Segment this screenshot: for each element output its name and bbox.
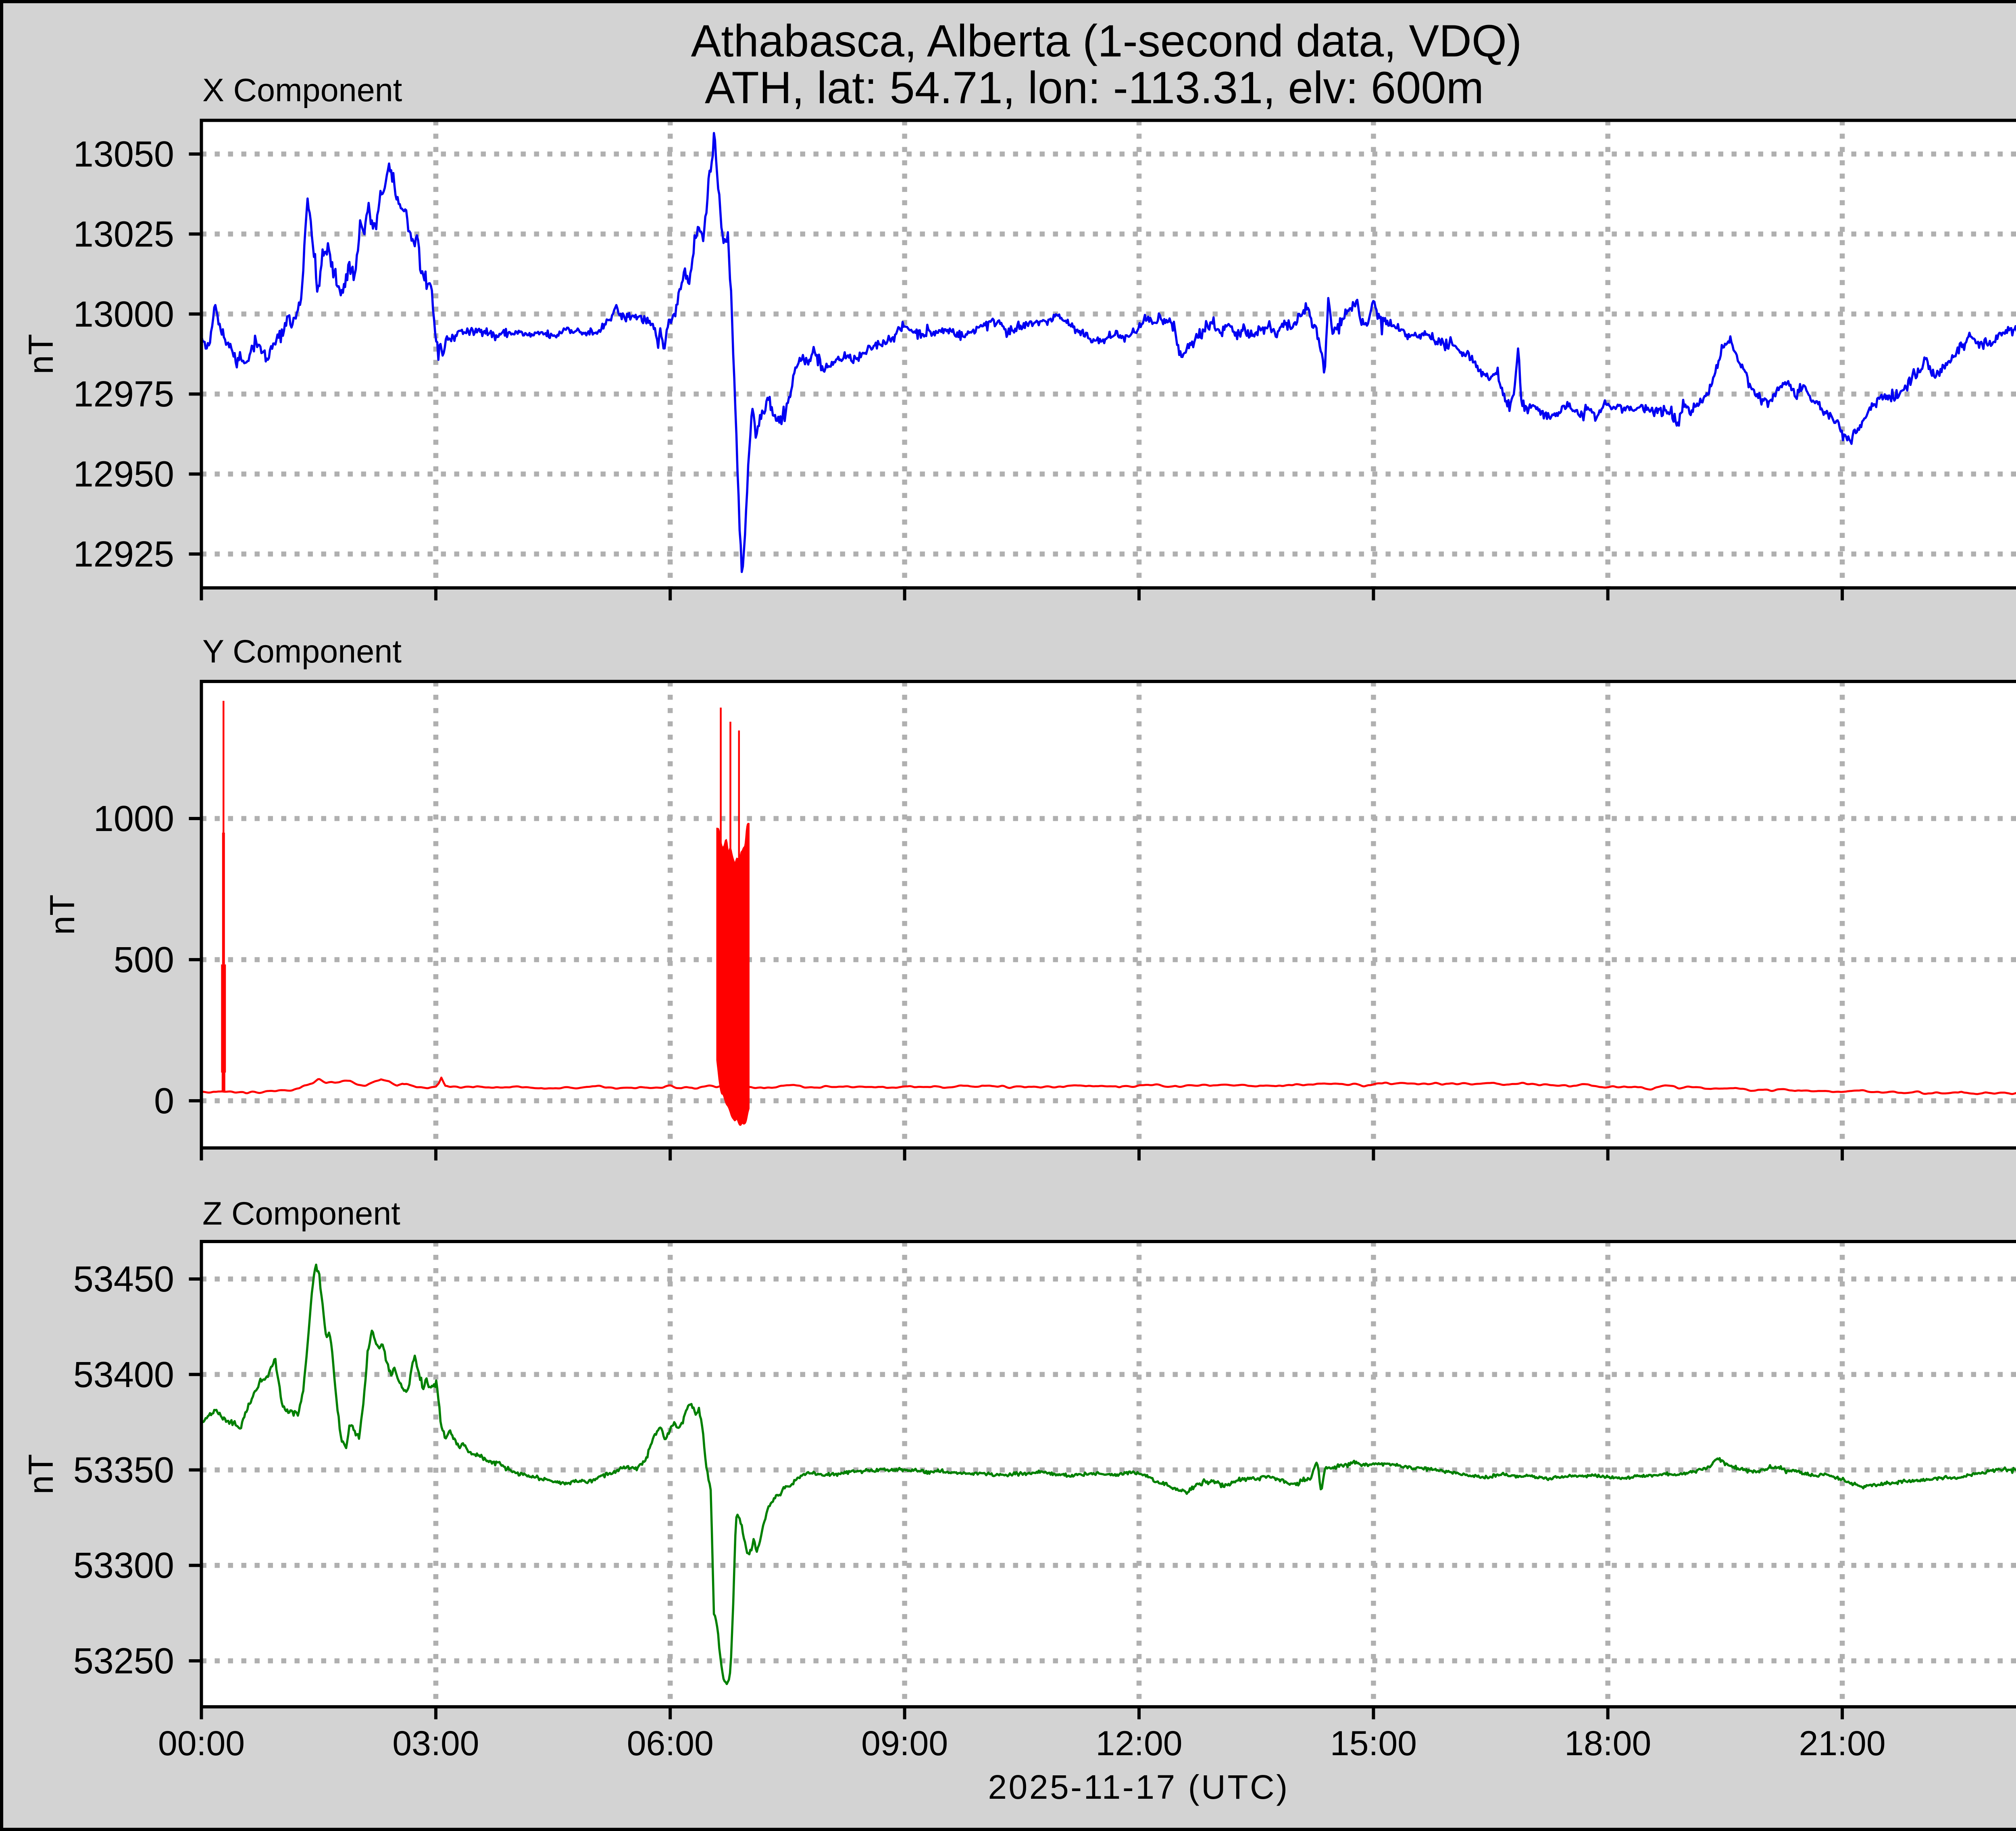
svg-text:nT: nT: [43, 894, 82, 935]
svg-text:03:00: 03:00: [392, 1724, 479, 1763]
svg-text:13050: 13050: [73, 134, 174, 175]
svg-text:09:00: 09:00: [861, 1724, 948, 1763]
svg-text:53450: 53450: [73, 1259, 174, 1300]
svg-text:13025: 13025: [73, 214, 174, 254]
svg-text:15:00: 15:00: [1330, 1724, 1417, 1763]
svg-text:nT: nT: [22, 1454, 60, 1494]
svg-text:X Component: X Component: [202, 72, 402, 108]
svg-text:06:00: 06:00: [627, 1724, 714, 1763]
svg-text:nT: nT: [22, 334, 60, 374]
svg-text:00:00: 00:00: [158, 1724, 245, 1763]
svg-text:53250: 53250: [73, 1641, 174, 1681]
svg-text:0: 0: [154, 1081, 174, 1121]
svg-text:21:00: 21:00: [1799, 1724, 1885, 1763]
svg-text:12975: 12975: [73, 374, 174, 415]
svg-text:Z Component: Z Component: [202, 1196, 400, 1232]
svg-text:Athabasca, Alberta (1-second d: Athabasca, Alberta (1-second data, VDQ): [691, 16, 1522, 66]
svg-text:13000: 13000: [73, 294, 174, 335]
svg-text:12:00: 12:00: [1095, 1724, 1182, 1763]
svg-text:1000: 1000: [94, 799, 174, 839]
svg-text:500: 500: [114, 940, 174, 980]
svg-text:12950: 12950: [73, 454, 174, 495]
svg-text:18:00: 18:00: [1564, 1724, 1651, 1763]
svg-text:ATH, lat: 54.71, lon: -113.31,: ATH, lat: 54.71, lon: -113.31, elv: 600m: [705, 62, 1484, 113]
svg-text:53350: 53350: [73, 1450, 174, 1491]
svg-text:53300: 53300: [73, 1546, 174, 1586]
svg-text:Y Component: Y Component: [202, 633, 402, 670]
svg-text:2025-11-17 (UTC): 2025-11-17 (UTC): [988, 1768, 1289, 1806]
svg-text:12925: 12925: [73, 534, 174, 575]
svg-text:53400: 53400: [73, 1355, 174, 1395]
